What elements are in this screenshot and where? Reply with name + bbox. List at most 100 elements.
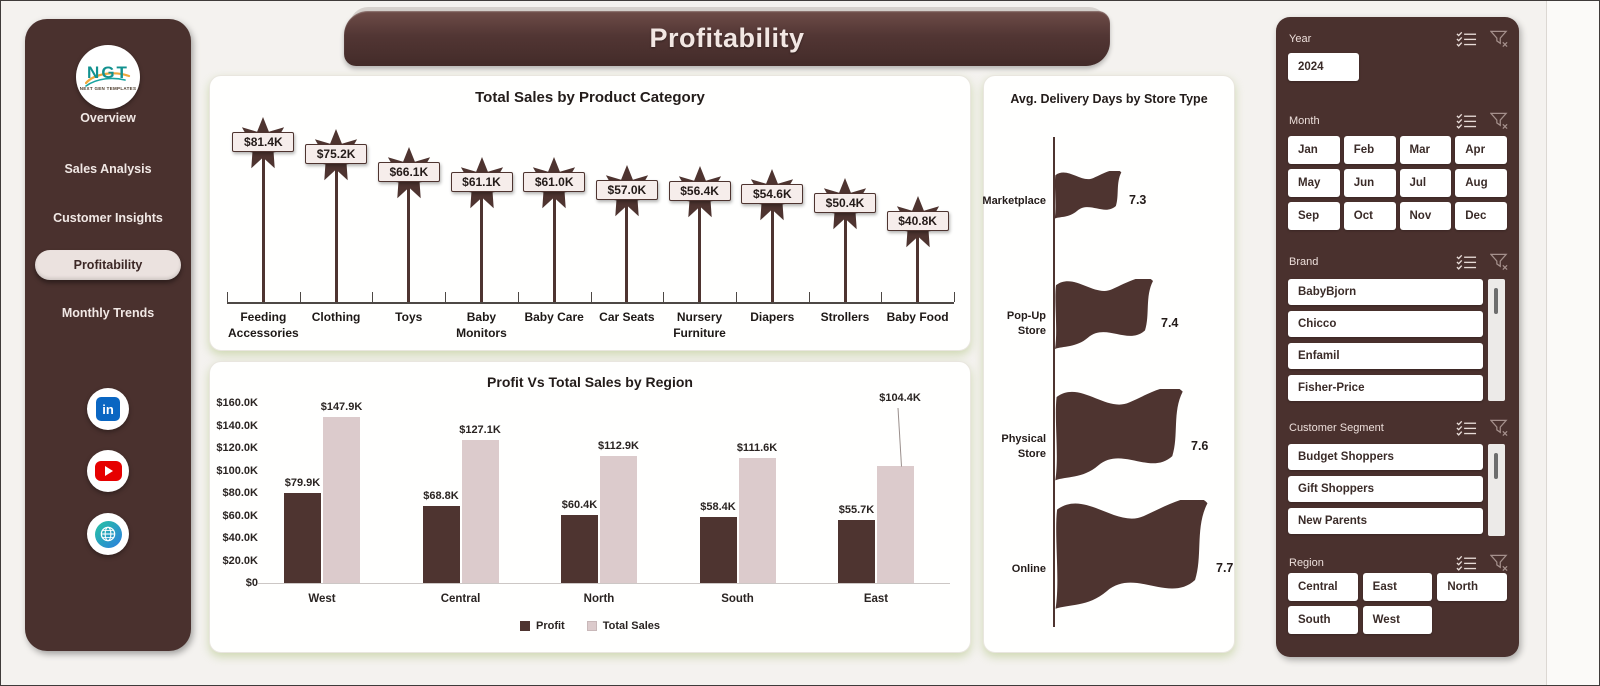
month-option-dec[interactable]: Dec	[1455, 202, 1507, 230]
month-slicer-options: Jan Feb Mar Apr May Jun Jul Aug Sep Oct Nov Dec	[1288, 136, 1507, 230]
website-button[interactable]	[87, 513, 129, 555]
sidebar-item-monthly-trends[interactable]: Monthly Trends	[61, 306, 155, 320]
total-sales-bar	[461, 440, 499, 583]
sidebar-item-profitability[interactable]: Profitability	[35, 250, 181, 280]
month-option-jan[interactable]: Jan	[1288, 136, 1340, 164]
segment-slicer-label: Customer Segment	[1289, 422, 1384, 434]
year-slicer-options: 2024	[1288, 53, 1359, 81]
segment-option-new-parents[interactable]: New Parents	[1288, 508, 1483, 534]
delivery-chart-title: Avg. Delivery Days by Store Type	[1010, 92, 1208, 106]
store-type-label: Online	[1011, 562, 1046, 575]
clear-filter-icon[interactable]	[1490, 30, 1509, 48]
y-axis-tick-label: $120.0K	[216, 442, 258, 454]
bar-value-label: $58.4K	[700, 501, 736, 514]
category-value-label: $56.4K	[668, 180, 731, 201]
x-axis-category-label: North	[583, 593, 615, 605]
month-option-nov[interactable]: Nov	[1399, 202, 1452, 230]
category-pole	[625, 190, 629, 302]
axis-tick	[808, 292, 810, 302]
page-title-banner: Profitability	[344, 11, 1110, 66]
month-option-feb[interactable]: Feb	[1343, 136, 1396, 164]
region-option-west[interactable]: West	[1362, 606, 1433, 634]
brand-option-chicco[interactable]: Chicco	[1288, 311, 1483, 337]
select-all-icon[interactable]	[1456, 31, 1477, 47]
brand-option-fisher-price[interactable]: Fisher-Price	[1288, 375, 1483, 401]
total-sales-bar	[877, 465, 914, 583]
month-option-mar[interactable]: Mar	[1399, 136, 1452, 164]
delivery-days-value: 7.6	[1191, 439, 1209, 453]
axis-tick	[735, 292, 737, 302]
sidebar-item-overview[interactable]: Overview	[80, 111, 136, 125]
bar-value-label: $112.9K	[598, 440, 639, 452]
segment-option-budget-shoppers[interactable]: Budget Shoppers	[1288, 444, 1483, 470]
bar-value-label: $68.8K	[423, 489, 459, 502]
select-all-icon[interactable]	[1456, 254, 1477, 270]
region-option-east[interactable]: East	[1362, 573, 1433, 601]
category-value-label: $61.0K	[523, 171, 586, 192]
month-option-apr[interactable]: Apr	[1455, 136, 1507, 164]
month-option-jun[interactable]: Jun	[1343, 169, 1396, 197]
axis-tick	[227, 292, 228, 302]
legend-swatch	[520, 621, 530, 631]
select-all-icon[interactable]	[1456, 420, 1477, 436]
region-slicer-label: Region	[1289, 557, 1324, 569]
y-axis-tick-label: $140.0K	[216, 419, 258, 432]
profit-vs-sales-card: $160.0K $140.0K $120.0K $100.0K $80.0K $60.0K…	[209, 361, 971, 653]
category-pole	[334, 155, 338, 302]
month-option-jul[interactable]: Jul	[1399, 169, 1452, 197]
brand-scrollbar[interactable]	[1488, 279, 1505, 401]
brand-slicer-options: BabyBjorn Chicco Enfamil Fisher-Price	[1288, 279, 1483, 407]
delivery-days-value: 7.4	[1161, 316, 1179, 330]
category-pole	[480, 182, 483, 302]
category-pole	[843, 203, 847, 302]
month-option-may[interactable]: May	[1288, 169, 1340, 197]
brand-option-babybjorn[interactable]: BabyBjorn	[1288, 279, 1483, 305]
store-type-label: Pop-Up Store	[1006, 310, 1046, 337]
select-all-icon[interactable]	[1456, 113, 1477, 129]
x-axis-category-label: Central	[440, 593, 481, 605]
region-option-central[interactable]: Central	[1288, 573, 1358, 601]
segment-option-gift-shoppers[interactable]: Gift Shoppers	[1288, 476, 1483, 502]
profit-bar	[561, 515, 598, 583]
legend-label: Profit	[536, 620, 565, 632]
month-option-aug[interactable]: Aug	[1455, 169, 1507, 197]
bar-value-label: $104.4K	[879, 392, 921, 404]
sidebar-item-sales-analysis[interactable]: Sales Analysis	[64, 162, 152, 176]
x-axis-category-label: West	[308, 593, 336, 605]
region-option-south[interactable]: South	[1288, 606, 1358, 634]
region-bar-chart-plot: $160.0K $140.0K $120.0K $100.0K $80.0K $60.0K…	[210, 362, 970, 652]
profit-bar	[838, 520, 875, 583]
month-option-sep[interactable]: Sep	[1288, 202, 1340, 230]
total-sales-bar	[738, 457, 776, 583]
clear-filter-icon[interactable]	[1490, 253, 1509, 271]
linkedin-button[interactable]: in	[87, 388, 129, 430]
profit-bar	[422, 505, 460, 583]
clear-filter-icon[interactable]	[1490, 112, 1509, 130]
category-axis-label: Baby Monitors	[456, 310, 507, 340]
category-axis-label: Baby Care	[524, 310, 584, 324]
bar-value-label: $111.6K	[736, 441, 778, 454]
y-axis-tick-label: $60.0K	[222, 509, 258, 522]
year-option-2024[interactable]: 2024	[1288, 53, 1359, 81]
brand-option-enfamil[interactable]: Enfamil	[1288, 343, 1483, 369]
y-axis-tick-label: $100.0K	[216, 464, 258, 477]
total-sales-bar	[323, 416, 360, 583]
axis-tick	[517, 292, 519, 302]
total-sales-bar	[600, 456, 637, 583]
month-option-oct[interactable]: Oct	[1343, 202, 1396, 230]
segment-scrollbar-thumb[interactable]	[1494, 453, 1498, 479]
axis-tick	[881, 292, 883, 302]
brand-scrollbar-thumb[interactable]	[1494, 288, 1498, 314]
axis-tick	[663, 292, 665, 302]
region-option-north[interactable]: North	[1437, 573, 1507, 601]
select-all-icon[interactable]	[1456, 555, 1477, 571]
delivery-days-value: 7.3	[1129, 193, 1147, 207]
clear-filter-icon[interactable]	[1490, 554, 1509, 572]
category-value-label: $81.4K	[232, 132, 295, 152]
region-chart-title: Profit Vs Total Sales by Region	[487, 374, 693, 390]
sidebar-item-customer-insights[interactable]: Customer Insights	[53, 211, 163, 225]
flag-marker	[1054, 171, 1122, 219]
youtube-button[interactable]	[87, 450, 129, 492]
clear-filter-icon[interactable]	[1490, 419, 1509, 437]
segment-scrollbar[interactable]	[1488, 444, 1505, 536]
